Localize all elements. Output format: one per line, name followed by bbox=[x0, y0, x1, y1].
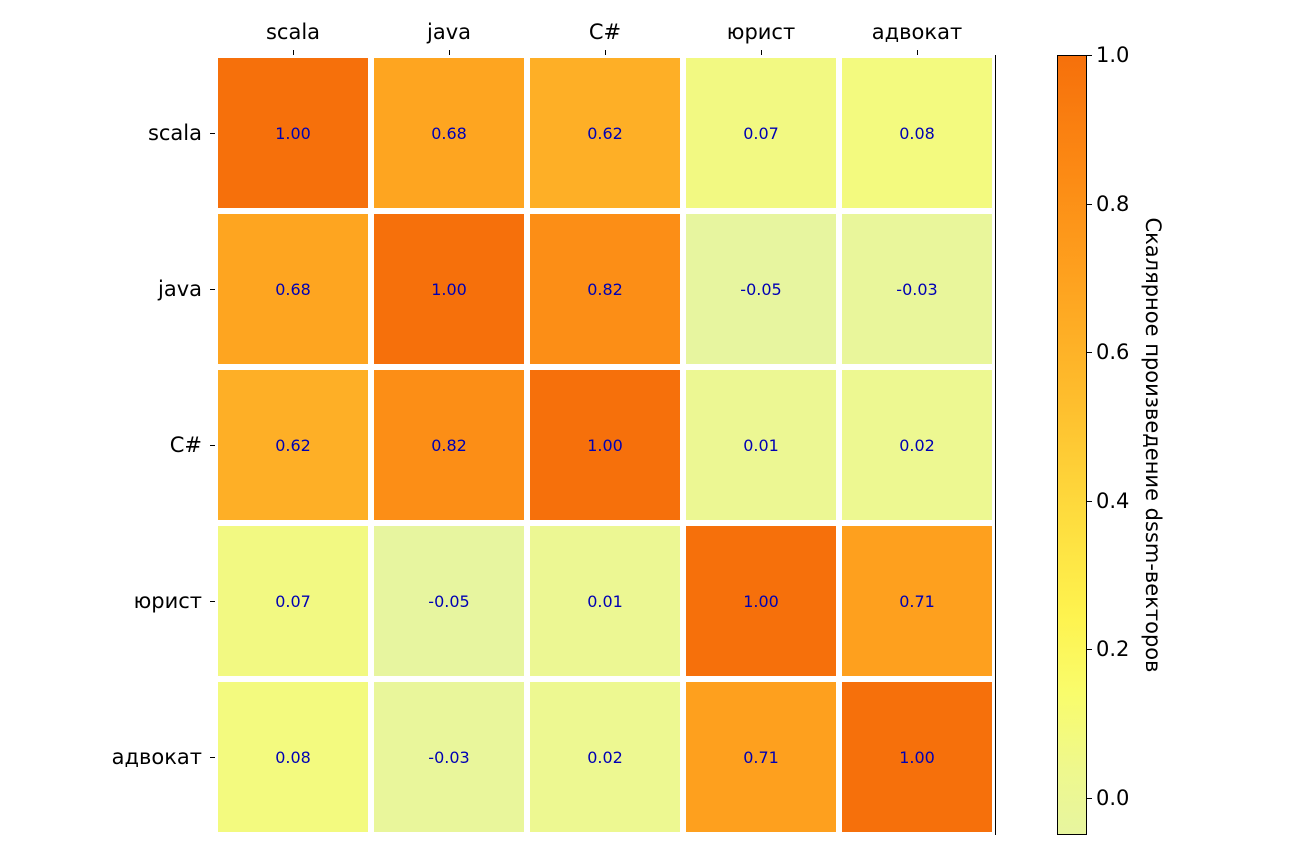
cell-value: 0.68 bbox=[275, 280, 311, 299]
cell-value: -0.03 bbox=[896, 280, 937, 299]
cell-value: 0.01 bbox=[743, 436, 779, 455]
y-axis-label: scala bbox=[148, 121, 202, 145]
y-axis-label: java bbox=[158, 277, 202, 301]
x-axis-label: юрист bbox=[727, 20, 795, 44]
cell-value: -0.03 bbox=[428, 748, 469, 767]
cell-value: 1.00 bbox=[899, 748, 935, 767]
colorbar-tick-label: 0.8 bbox=[1096, 192, 1129, 216]
heatmap-cell: 0.82 bbox=[530, 214, 680, 364]
heatmap-cell: 0.01 bbox=[686, 370, 836, 520]
colorbar-tick bbox=[1087, 501, 1092, 502]
y-axis-label: адвокат bbox=[112, 745, 202, 769]
heatmap-cell: 0.02 bbox=[530, 682, 680, 832]
heatmap-cell: 1.00 bbox=[686, 526, 836, 676]
heatmap-cell: 0.01 bbox=[530, 526, 680, 676]
colorbar-tick bbox=[1087, 204, 1092, 205]
heatmap-cell: -0.03 bbox=[842, 214, 992, 364]
heatmap-cell: -0.05 bbox=[374, 526, 524, 676]
cell-value: -0.05 bbox=[428, 592, 469, 611]
heatmap-cell: 0.07 bbox=[686, 58, 836, 208]
heatmap-cell: 1.00 bbox=[374, 214, 524, 364]
x-axis-label: java bbox=[427, 20, 471, 44]
x-axis-labels: scala java C# юрист адвокат bbox=[215, 12, 995, 52]
cell-value: 1.00 bbox=[275, 124, 311, 143]
colorbar-tick-label: 1.0 bbox=[1096, 43, 1129, 67]
cell-value: -0.05 bbox=[740, 280, 781, 299]
colorbar bbox=[1057, 55, 1087, 835]
heatmap-cell: -0.03 bbox=[374, 682, 524, 832]
heatmap-cell: 0.68 bbox=[218, 214, 368, 364]
cell-value: 1.00 bbox=[587, 436, 623, 455]
cell-value: 0.02 bbox=[587, 748, 623, 767]
cell-value: 0.82 bbox=[587, 280, 623, 299]
x-axis-label: адвокат bbox=[872, 20, 962, 44]
heatmap-cell: -0.05 bbox=[686, 214, 836, 364]
heatmap-cell: 0.07 bbox=[218, 526, 368, 676]
heatmap-cell: 0.68 bbox=[374, 58, 524, 208]
cell-value: 0.07 bbox=[275, 592, 311, 611]
heatmap-cell: 1.00 bbox=[218, 58, 368, 208]
colorbar-tick-label: 0.4 bbox=[1096, 489, 1129, 513]
cell-value: 0.08 bbox=[899, 124, 935, 143]
colorbar-gradient bbox=[1057, 55, 1087, 835]
cell-value: 0.68 bbox=[431, 124, 467, 143]
heatmap-grid: 1.00 0.68 0.62 0.07 0.08 0.68 1.00 0.82 -0.05 -0.… bbox=[215, 55, 995, 835]
colorbar-title: Скалярное произведение dssm-векторов bbox=[1141, 217, 1165, 672]
colorbar-tick bbox=[1087, 352, 1092, 353]
heatmap-cell: 1.00 bbox=[530, 370, 680, 520]
colorbar-tick-label: 0.2 bbox=[1096, 637, 1129, 661]
colorbar-tick bbox=[1087, 798, 1092, 799]
cell-value: 1.00 bbox=[743, 592, 779, 611]
heatmap-cell: 1.00 bbox=[842, 682, 992, 832]
colorbar-tick-label: 0.0 bbox=[1096, 786, 1129, 810]
y-axis-labels: scala java C# юрист адвокат bbox=[0, 55, 210, 835]
cell-value: 0.82 bbox=[431, 436, 467, 455]
heatmap-cell: 0.08 bbox=[218, 682, 368, 832]
cell-value: 0.71 bbox=[743, 748, 779, 767]
heatmap-cell: 0.62 bbox=[530, 58, 680, 208]
heatmap-cell: 0.62 bbox=[218, 370, 368, 520]
heatmap-cell: 0.71 bbox=[842, 526, 992, 676]
cell-value: 0.08 bbox=[275, 748, 311, 767]
cell-value: 0.02 bbox=[899, 436, 935, 455]
cell-value: 0.62 bbox=[275, 436, 311, 455]
x-axis-label: C# bbox=[589, 20, 621, 44]
cell-value: 0.07 bbox=[743, 124, 779, 143]
heatmap-cell: 0.08 bbox=[842, 58, 992, 208]
heatmap-cell: 0.82 bbox=[374, 370, 524, 520]
x-axis-label: scala bbox=[266, 20, 320, 44]
cell-value: 0.62 bbox=[587, 124, 623, 143]
heatmap-cell: 0.71 bbox=[686, 682, 836, 832]
cell-value: 1.00 bbox=[431, 280, 467, 299]
colorbar-tick bbox=[1087, 55, 1092, 56]
cell-value: 0.01 bbox=[587, 592, 623, 611]
y-axis-label: юрист bbox=[134, 589, 202, 613]
y-axis-label: C# bbox=[170, 433, 202, 457]
cell-value: 0.71 bbox=[899, 592, 935, 611]
colorbar-tick bbox=[1087, 649, 1092, 650]
colorbar-tick-label: 0.6 bbox=[1096, 340, 1129, 364]
heatmap-cell: 0.02 bbox=[842, 370, 992, 520]
